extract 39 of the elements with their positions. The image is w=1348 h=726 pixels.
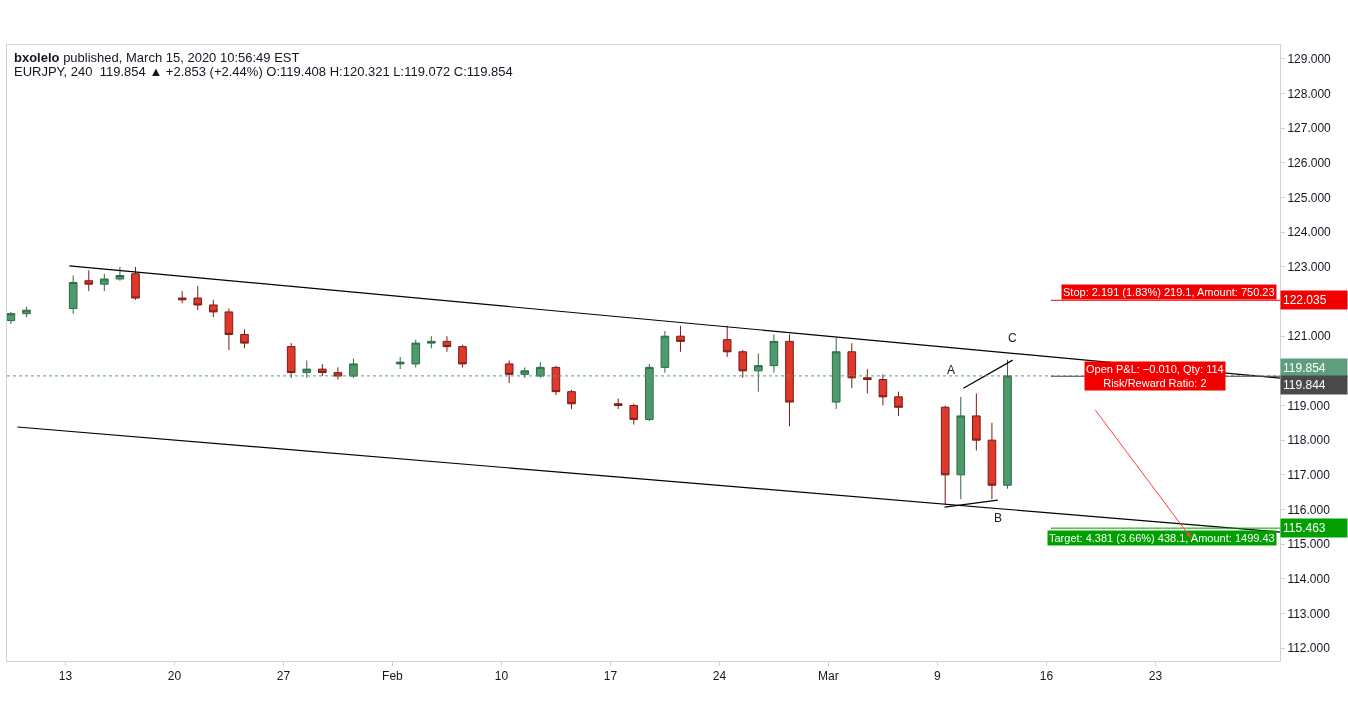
y-tick-label: 127.000 bbox=[1287, 121, 1332, 136]
ref-line-label: 119.854 bbox=[1283, 361, 1326, 375]
ref-line-label: 115.463 bbox=[1283, 521, 1326, 535]
y-tick-label: 124.000 bbox=[1287, 225, 1332, 240]
x-tick-label: 16 bbox=[1039, 669, 1054, 684]
annotation: Stop: 2.191 (1.83%) 219.1, Amount: 750.23 bbox=[1063, 286, 1275, 298]
ref-line-label: 122.035 bbox=[1283, 293, 1327, 307]
x-tick-label: 23 bbox=[1148, 669, 1163, 684]
y-tick-label: 128.000 bbox=[1287, 86, 1332, 101]
y-tick-label: 123.000 bbox=[1287, 260, 1332, 275]
annotation: B bbox=[994, 511, 1003, 525]
annotation: Open P&L: −0.010, Qty: 114 Risk/Reward Ratio: 2 bbox=[1086, 363, 1224, 390]
y-tick-label: 118.000 bbox=[1287, 433, 1331, 448]
ref-line-label: 119.844 bbox=[1283, 378, 1326, 392]
annotation: C bbox=[1008, 331, 1017, 345]
x-tick-label: 20 bbox=[167, 669, 182, 684]
y-tick-label: 113.000 bbox=[1287, 606, 1331, 621]
y-tick-label: 112.000 bbox=[1287, 641, 1331, 656]
text: EURJPY, 240 119.854 ▲ +2.853 (+2.44%) O:119.408 H:120.321 L:119.072 C:119.854 bbox=[14, 64, 513, 79]
x-tick-label: 13 bbox=[58, 669, 73, 684]
y-tick-label: 126.000 bbox=[1287, 156, 1332, 171]
y-tick-label: 129.000 bbox=[1287, 52, 1332, 67]
x-tick-label: 24 bbox=[712, 669, 727, 684]
x-tick-label: 27 bbox=[276, 669, 291, 684]
y-tick-label: 115.000 bbox=[1287, 537, 1331, 552]
y-tick-label: 117.000 bbox=[1287, 468, 1331, 483]
x-tick-label: 10 bbox=[494, 669, 509, 684]
x-tick-label: 17 bbox=[603, 669, 618, 684]
y-tick-label: 114.000 bbox=[1287, 572, 1331, 587]
chart-subtitle: bxolelo published, March 15, 2020 10:56:49 EST bbox=[14, 50, 300, 65]
y-tick-label: 119.000 bbox=[1287, 398, 1331, 413]
x-tick-label: 9 bbox=[934, 669, 942, 684]
x-tick-label: Mar bbox=[818, 669, 839, 684]
y-tick-label: 125.000 bbox=[1287, 190, 1332, 205]
annotation: Target: 4.381 (3.66%) 438.1, Amount: 1499.43 bbox=[1049, 532, 1275, 544]
annotation: A bbox=[947, 363, 956, 377]
y-tick-label: 116.000 bbox=[1287, 502, 1331, 517]
y-tick-label: 121.000 bbox=[1287, 329, 1332, 344]
x-tick-label: Feb bbox=[382, 669, 404, 684]
